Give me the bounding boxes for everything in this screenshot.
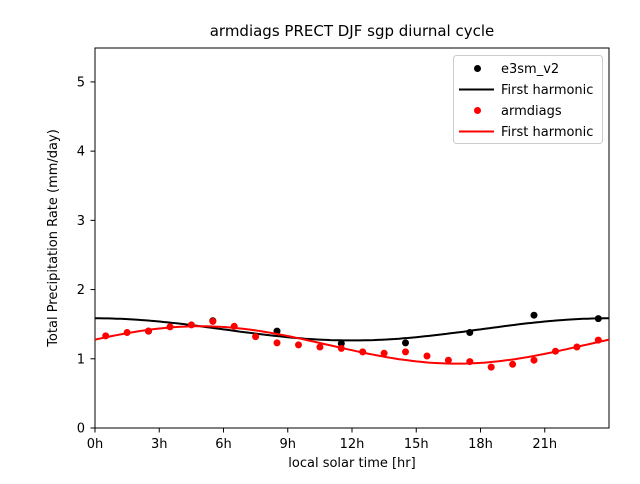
legend-box [453, 55, 603, 144]
legend-entry-label: armdiags [501, 104, 562, 119]
e3sm_v2-points [145, 311, 602, 348]
y-tick-label: 5 [77, 75, 85, 90]
y-tick-label: 1 [77, 352, 85, 367]
x-tick-label: 3h [151, 437, 168, 452]
series-layer [94, 311, 610, 371]
armdiags-points-marker [295, 341, 302, 349]
x-axis-label: local solar time [hr] [288, 456, 415, 471]
y-axis-label: Total Precipitation Rate (mm/day) [46, 129, 61, 348]
armdiags-points-marker [509, 360, 517, 368]
armdiags-points-marker [423, 352, 431, 360]
x-tick-label: 0h [87, 437, 104, 452]
armdiags-points [102, 317, 602, 371]
e3sm_v2-first-harmonic [95, 317, 609, 342]
axes-layer: 0h 3h 6h 9h 12h 15h 18h 21h 0 1 2 3 4 5 [77, 47, 610, 452]
legend-entry-first-harmonic: First harmonic [459, 83, 593, 98]
legend: e3sm_v2 First harmonic armdiags First harmo… [453, 55, 603, 144]
legend-entry-label: e3sm_v2 [501, 62, 559, 77]
x-tick-label: 6h [215, 437, 232, 452]
armdiags-points-marker [444, 356, 452, 364]
legend-dot-marker [474, 107, 481, 114]
legend-dot-marker [474, 65, 481, 72]
armdiags-first-harmonic [94, 325, 610, 365]
armdiags-points-marker [252, 333, 260, 341]
armdiags-points-marker [530, 356, 538, 364]
armdiags-points-marker [487, 363, 495, 371]
legend-entry-first-harmonic: First harmonic [459, 125, 593, 140]
legend-entry-e3sm_v2: e3sm_v2 [474, 62, 559, 77]
chart-title: armdiags PRECT DJF sgp diurnal cycle [210, 22, 495, 40]
e3sm_v2-points-marker [402, 339, 409, 347]
armdiags-points-marker [380, 349, 388, 357]
armdiags-points-marker [316, 343, 324, 351]
armdiags-points-marker [273, 339, 281, 347]
x-tick-label: 12h [340, 437, 365, 452]
x-tick-label: 15h [404, 437, 429, 452]
x-tick-label: 9h [279, 437, 296, 452]
x-tick-label: 18h [468, 437, 493, 452]
legend-entry-label: First harmonic [501, 83, 593, 98]
x-tick-label: 21h [532, 437, 557, 452]
y-tick-label: 3 [77, 214, 85, 229]
y-tick-label: 4 [77, 145, 85, 160]
legend-entry-armdiags: armdiags [474, 104, 562, 119]
armdiags-points-marker [209, 317, 217, 325]
e3sm_v2-points-marker [337, 340, 345, 348]
legend-entry-label: First harmonic [501, 125, 593, 140]
y-tick-label: 0 [77, 422, 85, 437]
e3sm_v2-points-marker [530, 311, 538, 319]
y-tick-label: 2 [77, 283, 85, 298]
armdiags-points-marker [402, 348, 409, 356]
